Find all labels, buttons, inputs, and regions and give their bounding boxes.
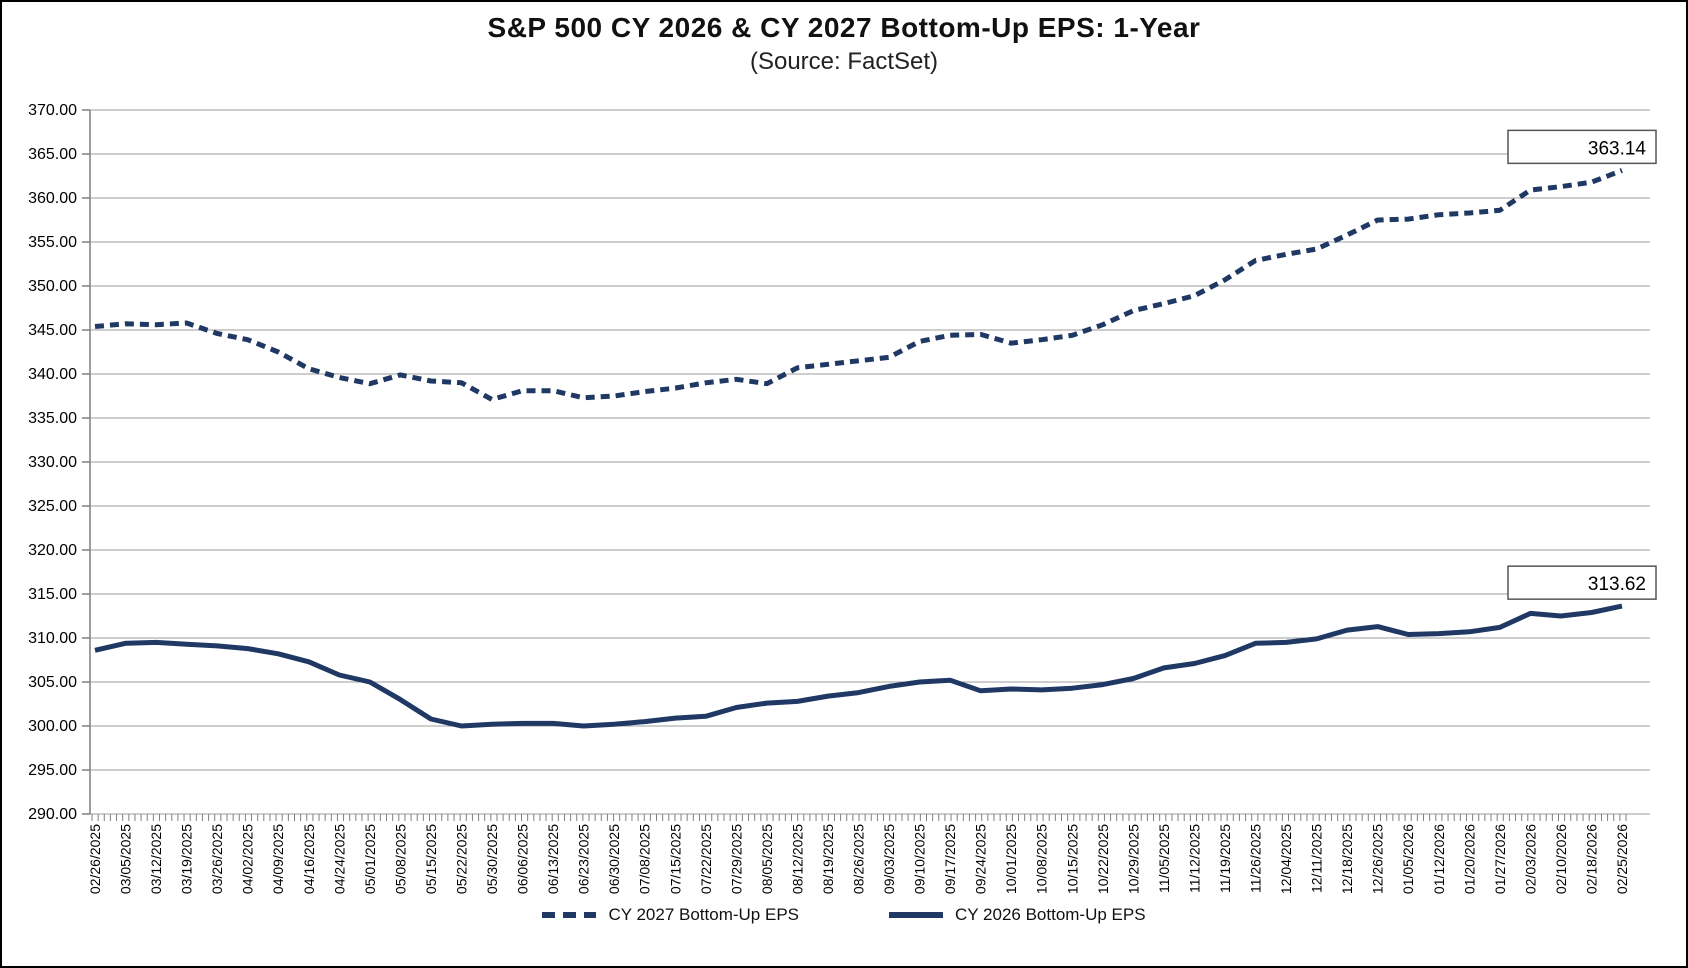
y-axis-label: 350.00 [28,278,77,295]
x-axis-label: 12/04/2025 [1278,824,1294,894]
x-axis-label: 10/29/2025 [1125,824,1141,894]
cy2026-end-callout-box [1507,565,1657,600]
x-axis-label: 11/19/2025 [1217,824,1233,893]
y-axis-label: 320.00 [28,542,77,559]
x-axis-label: 05/15/2025 [423,824,439,894]
series-line-cy2026 [94,603,1623,729]
y-axis-label: 290.00 [28,806,77,823]
y-axis-label: 310.00 [28,630,77,647]
x-axis-label: 07/15/2025 [667,824,683,894]
x-axis-label: 04/02/2025 [240,824,256,894]
y-axis-label: 340.00 [28,366,77,383]
y-axis-label: 345.00 [28,322,77,339]
x-axis-label: 03/19/2025 [179,824,195,894]
x-axis-label: 11/26/2025 [1248,824,1264,893]
y-axis-label: 325.00 [28,498,77,515]
x-axis-label: 09/17/2025 [942,824,958,894]
x-axis-label: 06/06/2025 [515,824,531,894]
y-axis-label: 330.00 [28,454,77,471]
x-axis-label: 03/26/2025 [209,824,225,894]
legend-item-cy2026: CY 2026 Bottom-Up EPS [889,905,1146,925]
x-axis-label: 03/12/2025 [148,824,164,894]
x-axis-label: 01/12/2026 [1431,824,1447,894]
legend-label-cy2026: CY 2026 Bottom-Up EPS [955,905,1146,924]
solid-line-swatch-icon [889,912,943,918]
x-axis-label: 10/08/2025 [1034,824,1050,894]
x-axis-label: 11/05/2025 [1156,824,1172,893]
chart-legend: CY 2027 Bottom-Up EPS CY 2026 Bottom-Up … [2,905,1686,925]
cy2027-end-callout-value: 363.14 [1588,138,1647,159]
x-axis-label: 02/18/2026 [1583,824,1599,894]
x-axis-label: 06/30/2025 [606,824,622,894]
dashed-line-swatch-icon [542,912,597,918]
y-axis-label: 355.00 [28,234,77,251]
x-axis-label: 07/22/2025 [698,824,714,894]
x-axis-label: 03/05/2025 [118,824,134,894]
x-axis-label: 04/24/2025 [331,824,347,894]
cy2027-end-callout-box [1507,129,1657,165]
x-axis-label: 12/18/2025 [1339,824,1355,894]
y-axis-label: 305.00 [28,674,77,691]
y-axis-label: 370.00 [28,102,77,119]
x-axis-label: 04/16/2025 [301,824,317,894]
x-axis-label: 01/20/2026 [1461,824,1477,894]
x-axis-label: 08/05/2025 [759,824,775,894]
x-axis-label: 10/01/2025 [1003,824,1019,894]
x-axis-label: 06/23/2025 [576,824,592,894]
x-axis-label: 08/12/2025 [789,824,805,894]
legend-label-cy2027: CY 2027 Bottom-Up EPS [608,905,799,924]
x-axis-label: 10/15/2025 [1064,824,1080,894]
x-axis-label: 07/08/2025 [637,824,653,894]
y-axis-label: 315.00 [28,586,77,603]
x-axis-label: 12/26/2025 [1370,824,1386,894]
x-axis-label: 11/12/2025 [1186,824,1202,893]
y-axis-label: 300.00 [28,718,77,735]
x-axis-label: 02/25/2026 [1614,824,1630,894]
x-axis-label: 02/03/2026 [1522,824,1538,894]
x-axis-label: 05/08/2025 [392,824,408,894]
chart-title: S&P 500 CY 2026 & CY 2027 Bottom-Up EPS:… [487,12,1201,43]
x-axis-label: 05/30/2025 [484,824,500,894]
x-axis-label: 12/11/2025 [1309,824,1325,893]
x-axis-label: 02/26/2025 [87,824,103,894]
x-axis-label: 07/29/2025 [728,824,744,894]
chart-subtitle: (Source: FactSet) [749,48,939,75]
x-axis-label: 08/26/2025 [851,824,867,894]
legend-item-cy2027: CY 2027 Bottom-Up EPS [542,905,799,925]
cy2026-end-callout-value: 313.62 [1588,574,1646,595]
x-axis-label: 06/13/2025 [545,824,561,894]
x-axis-label: 09/10/2025 [912,824,928,894]
x-axis-label: 05/22/2025 [453,824,469,894]
x-axis-label: 10/22/2025 [1095,824,1111,894]
x-axis-label: 09/24/2025 [973,824,989,894]
series-line-cy2027 [94,168,1623,402]
y-axis-label: 335.00 [28,410,77,427]
x-axis-label: 05/01/2025 [362,824,378,894]
x-axis-label: 01/27/2026 [1492,824,1508,894]
x-axis-label: 02/10/2026 [1553,824,1569,894]
x-axis-label: 01/05/2026 [1400,824,1416,894]
y-axis-label: 295.00 [28,762,77,779]
x-axis-label: 08/19/2025 [820,824,836,894]
y-axis-label: 365.00 [28,146,77,163]
y-axis-label: 360.00 [28,190,77,207]
x-axis-label: 04/09/2025 [270,824,286,894]
x-axis-label: 09/03/2025 [881,824,897,894]
